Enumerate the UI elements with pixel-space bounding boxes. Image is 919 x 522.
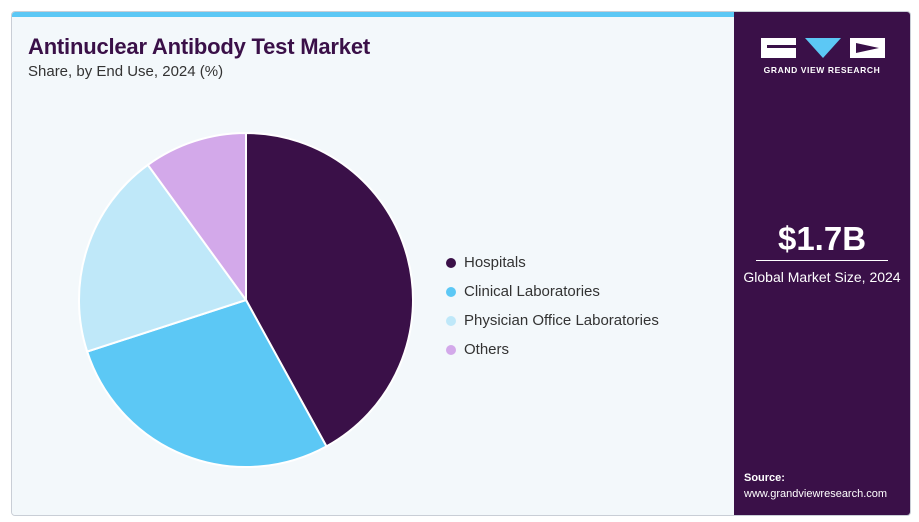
legend-item: Others — [446, 335, 659, 364]
pie-chart — [78, 131, 414, 468]
logo-text: GRAND VIEW RESEARCH — [763, 65, 881, 75]
pie-slice-hospitals — [245, 131, 414, 448]
legend-swatch — [446, 257, 456, 268]
legend-label: Clinical Laboratories — [464, 283, 600, 300]
chart-subtitle: Share, by End Use, 2024 (%) — [28, 63, 224, 80]
legend-label: Hospitals — [464, 254, 526, 271]
source-url[interactable]: www.grandviewresearch.com — [744, 488, 888, 500]
legend-label: Others — [464, 341, 510, 358]
infographic-card: Antinuclear Antibody Test Market Share, … — [11, 11, 911, 516]
divider — [756, 260, 888, 261]
legend-swatch — [446, 315, 456, 326]
legend-item: Physician Office Laboratories — [446, 306, 659, 335]
top-accent-bar — [12, 12, 734, 17]
chart-title: Antinuclear Antibody Test Market — [28, 34, 370, 59]
legend-item: Hospitals — [446, 248, 659, 277]
chart-legend: Hospitals Clinical Laboratories Physician … — [446, 248, 659, 364]
brand-sidebar: GRAND VIEW RESEARCH $1.7B Global Market … — [734, 12, 910, 515]
chart-panel: Antinuclear Antibody Test Market Share, … — [12, 12, 734, 515]
pie-slice-others — [146, 131, 247, 304]
pie-slice-clinical-laboratories — [85, 298, 328, 468]
legend-label: Physician Office Laboratories — [464, 312, 659, 329]
legend-swatch — [446, 286, 456, 297]
pie-slice-physician-office-laboratories — [78, 163, 248, 353]
legend-item: Clinical Laboratories — [446, 277, 659, 306]
market-size-label: Global Market Size, 2024 — [743, 269, 901, 285]
source-title: Source: — [744, 472, 785, 484]
grand-view-research-logo — [761, 38, 885, 58]
legend-swatch — [446, 344, 456, 355]
market-size-value: $1.7B — [777, 220, 867, 257]
